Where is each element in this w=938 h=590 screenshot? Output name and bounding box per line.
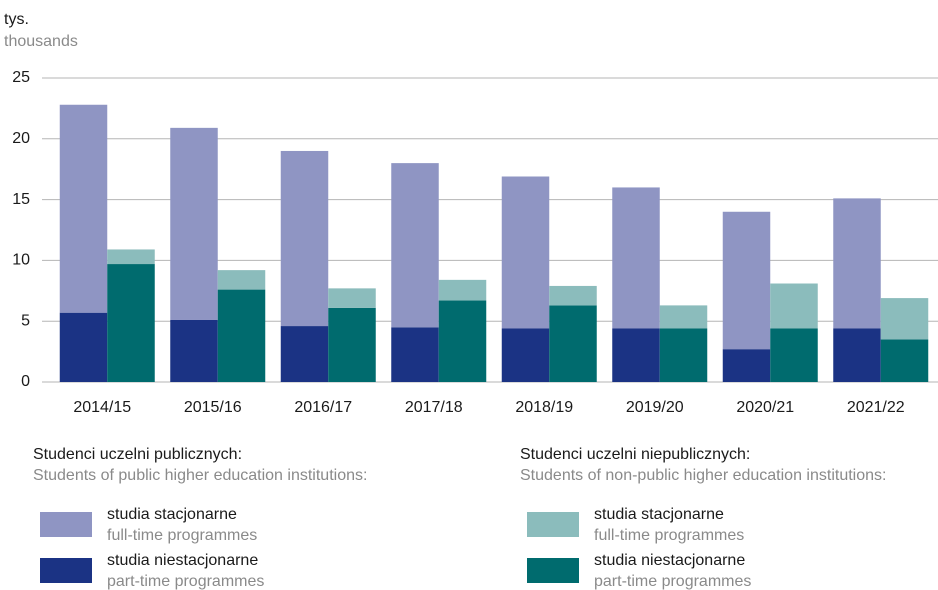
bar-segment bbox=[217, 289, 266, 382]
bar-segment bbox=[107, 264, 155, 382]
bar-segment bbox=[217, 270, 266, 290]
legend-label: studia niestacjonarne bbox=[594, 552, 745, 569]
legend-title: Studenci uczelni publicznych: bbox=[33, 446, 242, 463]
x-tick-label: 2015/16 bbox=[184, 399, 242, 416]
bar-segment bbox=[722, 211, 771, 350]
y-tick-label: 5 bbox=[21, 312, 30, 329]
legend-swatch bbox=[527, 512, 579, 537]
legend-swatch bbox=[527, 558, 579, 583]
bar-segment bbox=[170, 319, 218, 382]
bar-segment bbox=[880, 339, 929, 382]
bar-segment bbox=[107, 249, 155, 265]
bar-segment bbox=[770, 328, 818, 382]
legend-swatch bbox=[40, 558, 92, 583]
legend-swatch bbox=[40, 512, 92, 537]
bar-segment bbox=[612, 187, 660, 329]
x-tick-label: 2014/15 bbox=[73, 399, 131, 416]
legend-label-en: part-time programmes bbox=[594, 573, 751, 590]
legend-label: studia niestacjonarne bbox=[107, 552, 258, 569]
y-tick-label: 0 bbox=[21, 373, 30, 390]
y-tick-label: 20 bbox=[12, 130, 30, 147]
bar-segment bbox=[170, 127, 218, 320]
y-tick-label: 10 bbox=[12, 252, 30, 269]
bar-segment bbox=[59, 312, 108, 382]
legend-label-en: part-time programmes bbox=[107, 573, 264, 590]
bar-segment bbox=[612, 328, 660, 382]
x-tick-label: 2018/19 bbox=[515, 399, 573, 416]
bar-segment bbox=[501, 176, 550, 329]
bar-segment bbox=[328, 288, 376, 308]
legend-label-en: full-time programmes bbox=[594, 527, 744, 544]
bar-segment bbox=[659, 305, 708, 329]
legend-subtitle: Students of non-public higher education … bbox=[520, 467, 886, 484]
x-tick-label: 2020/21 bbox=[736, 399, 794, 416]
bar-segment bbox=[722, 349, 771, 382]
x-tick-label: 2016/17 bbox=[294, 399, 352, 416]
bar-segment bbox=[391, 327, 439, 382]
y-axis-label-en: thousands bbox=[4, 33, 78, 50]
y-tick-label: 25 bbox=[12, 69, 30, 86]
bar-segment bbox=[438, 279, 487, 301]
bar-segment bbox=[549, 285, 597, 306]
bar-segment bbox=[391, 163, 439, 328]
bar-segment bbox=[280, 150, 329, 327]
bar-segment bbox=[438, 300, 487, 382]
y-axis-label: tys. bbox=[4, 11, 29, 28]
bar-segment bbox=[770, 283, 818, 329]
legend-label: studia stacjonarne bbox=[594, 506, 724, 523]
bar-segment bbox=[659, 328, 708, 382]
bar-segment bbox=[880, 298, 929, 340]
x-tick-label: 2019/20 bbox=[626, 399, 684, 416]
legend-label: studia stacjonarne bbox=[107, 506, 237, 523]
legend-label-en: full-time programmes bbox=[107, 527, 257, 544]
x-tick-label: 2021/22 bbox=[847, 399, 905, 416]
bar-segment bbox=[280, 326, 329, 382]
bar-segment bbox=[328, 307, 376, 382]
y-tick-label: 15 bbox=[12, 191, 30, 208]
legend-title: Studenci uczelni niepublicznych: bbox=[520, 446, 750, 463]
legend-subtitle: Students of public higher education inst… bbox=[33, 467, 367, 484]
bar-segment bbox=[833, 328, 881, 382]
bar-segment bbox=[833, 198, 881, 329]
bar-segment bbox=[501, 328, 550, 382]
bar-segment bbox=[549, 305, 597, 382]
x-tick-label: 2017/18 bbox=[405, 399, 463, 416]
bar-segment bbox=[59, 104, 108, 313]
